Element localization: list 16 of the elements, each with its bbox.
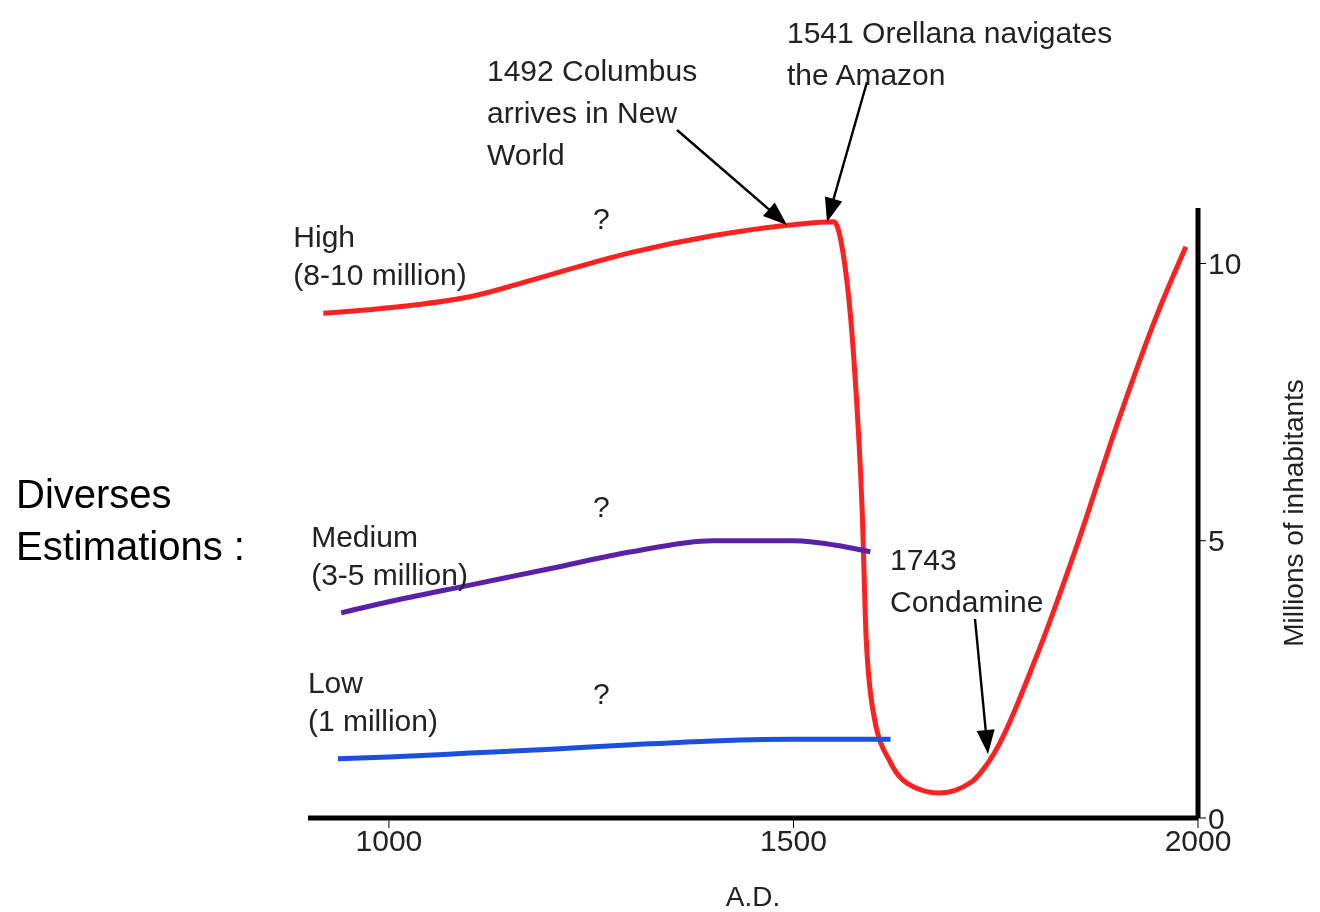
series-label: Low (1 million) [307, 664, 439, 739]
annotation: ? [593, 201, 611, 237]
y-tick-label: 10 [1208, 247, 1242, 281]
text: 1492 Columbus arrives in New World [487, 53, 699, 173]
series-label: Medium (3-5 million) [311, 518, 469, 593]
annotation: 1743 Condamine [890, 542, 1045, 620]
annotation: ? [593, 489, 611, 525]
annotation: ? [593, 676, 611, 712]
y-axis-title: Millions of inhabitants [1277, 379, 1309, 647]
text: Diverses Estimations : [16, 471, 246, 570]
text: 1541 Orellana navigates the Amazon [787, 15, 1114, 93]
series-label: High (8-10 million) [293, 219, 468, 294]
x-axis-title: A.D. [725, 881, 781, 912]
x-tick-label: 1500 [760, 824, 827, 858]
y-tick-label: 5 [1208, 524, 1225, 558]
x-tick-label: 1000 [355, 824, 423, 858]
